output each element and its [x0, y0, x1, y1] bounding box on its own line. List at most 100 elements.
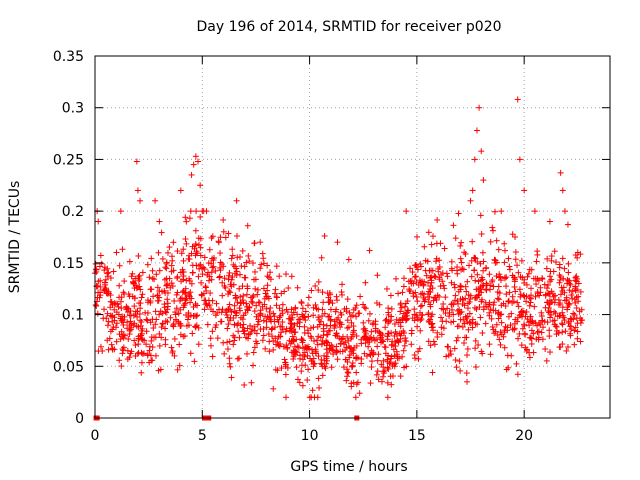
data-point: [506, 263, 513, 270]
data-point: [353, 369, 360, 376]
data-point: [409, 269, 416, 276]
data-point: [391, 361, 398, 368]
data-point: [411, 306, 418, 313]
data-point: [385, 309, 392, 316]
data-point: [138, 369, 145, 376]
data-point: [231, 337, 238, 344]
data-point: [135, 252, 142, 259]
data-point: [324, 331, 331, 338]
data-point: [429, 324, 436, 331]
data-point: [97, 252, 104, 259]
data-point: [162, 317, 169, 324]
data-point: [314, 394, 321, 401]
data-point: [552, 323, 559, 330]
data-point: [411, 355, 418, 362]
data-point: [358, 356, 365, 363]
data-point: [382, 324, 389, 331]
data-point: [257, 265, 264, 272]
data-point: [512, 288, 519, 295]
data-point: [486, 309, 493, 316]
data-point-outlier: [334, 239, 341, 246]
data-point: [126, 258, 133, 265]
data-point: [156, 311, 163, 318]
data-point: [384, 285, 391, 292]
data-point: [384, 336, 391, 343]
data-point: [412, 289, 419, 296]
data-point: [509, 299, 516, 306]
data-point: [574, 328, 581, 335]
data-point: [269, 333, 276, 340]
data-point: [164, 300, 171, 307]
data-point: [526, 302, 533, 309]
data-point: [557, 277, 564, 284]
data-point: [289, 314, 296, 321]
data-point: [340, 364, 347, 371]
data-point: [183, 218, 190, 225]
data-point: [163, 275, 170, 282]
data-point: [368, 364, 375, 371]
data-point: [170, 239, 177, 246]
data-point: [433, 240, 440, 247]
data-point: [543, 357, 550, 364]
data-point: [436, 257, 443, 264]
data-point: [454, 270, 461, 277]
data-point: [464, 352, 471, 359]
data-point: [302, 308, 309, 315]
data-point: [487, 306, 494, 313]
data-point: [305, 294, 312, 301]
data-point: [455, 210, 462, 217]
data-point: [345, 324, 352, 331]
data-point: [443, 318, 450, 325]
data-point: [360, 326, 367, 333]
data-point: [147, 286, 154, 293]
data-point: [463, 370, 470, 377]
data-point: [229, 246, 236, 253]
data-point: [454, 334, 461, 341]
data-point: [520, 292, 527, 299]
data-point: [417, 291, 424, 298]
data-point: [146, 274, 153, 281]
data-point: [315, 375, 322, 382]
data-point: [272, 341, 279, 348]
data-point: [229, 274, 236, 281]
data-point: [528, 340, 535, 347]
data-point: [320, 299, 327, 306]
data-point: [479, 249, 486, 256]
data-point-outlier: [514, 96, 521, 103]
data-point: [414, 266, 421, 273]
data-point: [299, 382, 306, 389]
data-point: [458, 239, 465, 246]
data-point: [153, 316, 160, 323]
data-point: [425, 293, 432, 300]
data-point: [444, 305, 451, 312]
data-point: [505, 364, 512, 371]
data-point: [311, 337, 318, 344]
data-point: [144, 261, 151, 268]
data-point: [573, 304, 580, 311]
data-point: [260, 260, 267, 267]
data-point: [399, 289, 406, 296]
data-point: [361, 304, 368, 311]
data-point: [253, 302, 260, 309]
data-point: [285, 315, 292, 322]
data-point: [249, 299, 256, 306]
data-point: [578, 317, 585, 324]
data-point: [393, 331, 400, 338]
data-point: [108, 313, 115, 320]
data-point: [353, 302, 360, 309]
data-point: [327, 306, 334, 313]
data-point: [343, 366, 350, 373]
data-point: [176, 362, 183, 369]
data-point: [534, 290, 541, 297]
data-point: [315, 314, 322, 321]
data-point: [559, 255, 566, 262]
data-point: [514, 335, 521, 342]
data-point: [571, 327, 578, 334]
data-point: [440, 325, 447, 332]
data-point: [148, 337, 155, 344]
data-point: [533, 281, 540, 288]
data-point: [357, 293, 364, 300]
data-point: [388, 381, 395, 388]
data-point: [429, 369, 436, 376]
data-point: [480, 258, 487, 265]
